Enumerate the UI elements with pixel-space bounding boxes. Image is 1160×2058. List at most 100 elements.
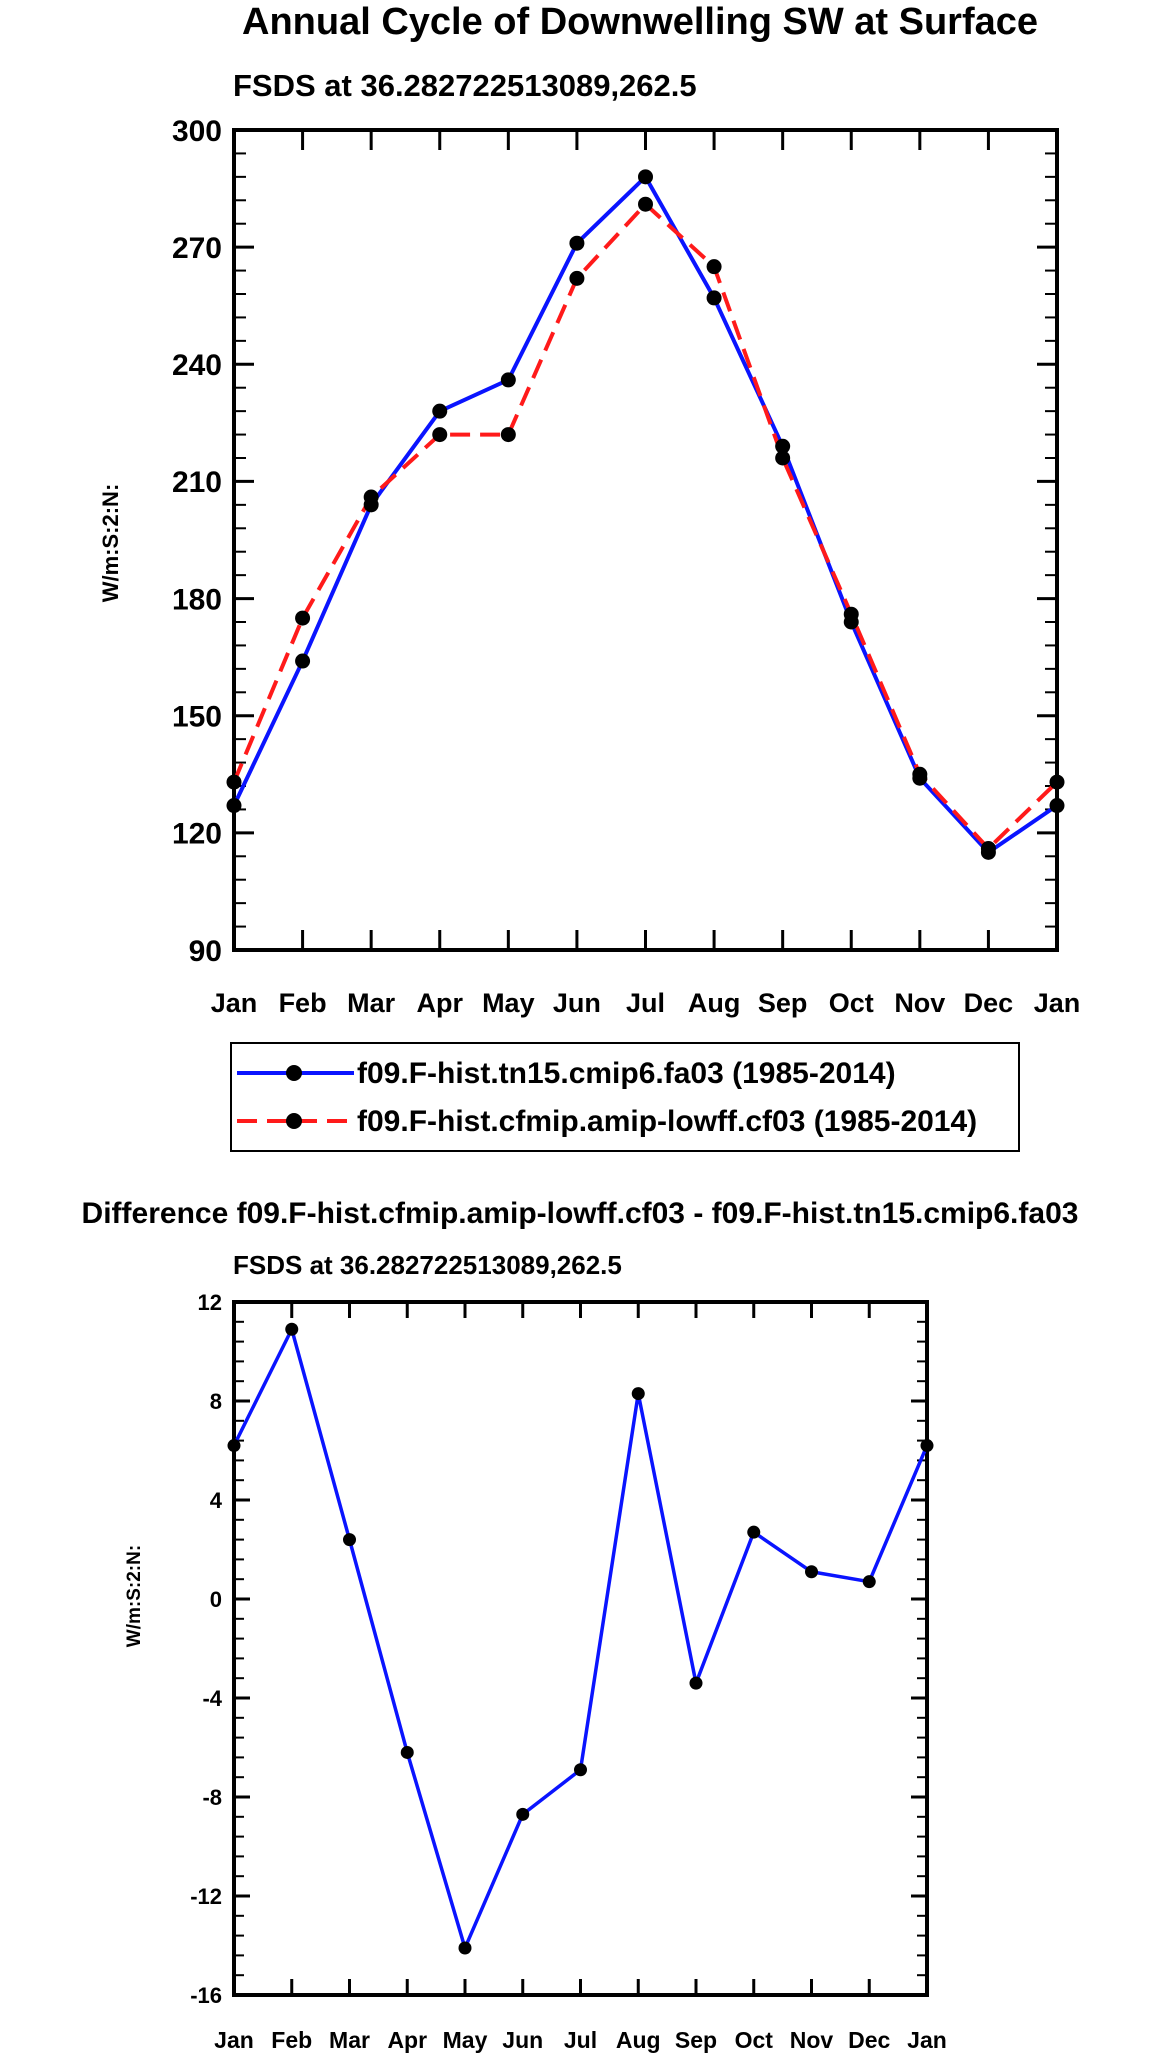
difference-chart: Difference f09.F-hist.cfmip.amip-lowff.c… (82, 1197, 1079, 2053)
x-tick-label: Nov (894, 988, 945, 1018)
series-0-point (574, 1763, 587, 1777)
x-tick-label: Dec (964, 988, 1014, 1018)
y-tick-label: 150 (172, 701, 222, 734)
y-tick-label: 240 (172, 349, 222, 382)
series-0-point (400, 1745, 414, 1759)
x-tick-label: Feb (279, 988, 327, 1018)
chart2-y-axis-label: W/m:S:2:N: (124, 1545, 145, 1647)
series-0-point (432, 403, 448, 419)
series-1-point (1049, 774, 1065, 790)
chart2-y-axis: -16 -12 -8 -4 0 4 8 12 (190, 1290, 927, 2008)
series-0-point (747, 1525, 761, 1539)
series-0-point (805, 1565, 818, 1579)
chart1-title: Annual Cycle of Downwelling SW at Surfac… (242, 1, 1038, 43)
x-tick-label: Jan (1034, 988, 1081, 1018)
x-tick-label: Apr (417, 988, 464, 1018)
series-line-0 (232, 174, 1059, 855)
series-0-point (775, 438, 791, 454)
series-0-point (295, 653, 311, 669)
y-tick-label: 180 (172, 583, 222, 616)
chart2-subtitle: FSDS at 36.282722513089,262.5 (233, 1250, 622, 1280)
x-tick-label: Mar (347, 988, 396, 1018)
series-0-point (226, 798, 242, 814)
x-tick-label: Nov (790, 2027, 834, 2053)
y-tick-label: 8 (210, 1389, 222, 1414)
series-1-point (843, 606, 859, 622)
y-tick-label: 270 (172, 232, 222, 265)
x-tick-label: Feb (271, 2027, 312, 2053)
series-1-point (295, 610, 311, 626)
series-0-point (227, 1439, 241, 1453)
x-tick-label: Dec (848, 2027, 890, 2053)
y-tick-label: 120 (172, 818, 222, 851)
chart2-plot-frame (232, 1300, 929, 1997)
series-0-point (569, 235, 585, 251)
series-1-point (500, 427, 516, 443)
chart1-series (226, 169, 1065, 860)
x-tick-label: Oct (735, 2027, 774, 2053)
chart2-series (227, 1322, 934, 1955)
series-1-point (980, 840, 996, 856)
series-0-point (516, 1807, 530, 1821)
series-1-point (706, 259, 722, 275)
chart2-x-axis: Jan Feb Mar Apr May Jun Jul Aug Sep Oct Nov Dec Jan (214, 1302, 947, 2053)
y-tick-label: 90 (189, 935, 222, 968)
legend-marker-series-b (286, 1113, 302, 1129)
x-tick-label: Jun (553, 988, 601, 1018)
x-tick-label: May (443, 2027, 488, 2053)
series-1-point (569, 270, 585, 286)
x-tick-label: Apr (387, 2027, 427, 2053)
chart1-x-axis: Jan Feb Mar Apr May Jun Jul Aug Sep Oct Nov Dec Jan (211, 130, 1081, 1018)
chart2-title: Difference f09.F-hist.cfmip.amip-lowff.c… (82, 1197, 1079, 1230)
x-tick-label: Jul (626, 988, 665, 1018)
y-tick-label: 210 (172, 466, 222, 499)
x-tick-label: Aug (616, 2027, 661, 2053)
y-tick-label: 12 (198, 1290, 222, 1315)
series-0-point (500, 372, 516, 388)
series-0-point (1049, 798, 1065, 814)
x-tick-label: Jun (502, 2027, 543, 2053)
series-0-point (458, 1941, 472, 1955)
legend-label-series-a: f09.F-hist.tn15.cmip6.fa03 (1985-2014) (357, 1057, 896, 1090)
y-tick-label: 300 (172, 115, 222, 148)
x-tick-label: Jul (564, 2027, 597, 2053)
series-1-point (432, 427, 448, 443)
x-tick-label: Jan (214, 2027, 254, 2053)
chart1-subtitle: FSDS at 36.282722513089,262.5 (233, 68, 697, 103)
x-tick-label: Oct (829, 988, 874, 1018)
series-0-point (920, 1439, 934, 1453)
series-line-1 (232, 202, 1059, 851)
legend-marker-series-a (286, 1065, 302, 1081)
series-1-point (226, 774, 242, 790)
chart1-y-axis: 90 120 150 180 210 240 270 300 (172, 115, 1057, 968)
x-tick-label: May (482, 988, 535, 1018)
series-0-point (862, 1575, 876, 1589)
y-tick-label: 4 (210, 1488, 223, 1513)
series-0-point (689, 1676, 703, 1690)
x-tick-label: Jan (907, 2027, 947, 2053)
x-tick-label: Sep (758, 988, 808, 1018)
x-tick-label: Aug (688, 988, 740, 1018)
annual-cycle-chart: Annual Cycle of Downwelling SW at Surfac… (98, 1, 1081, 1152)
series-0-point (638, 169, 653, 185)
series-0-point (285, 1322, 299, 1336)
series-1-point (775, 450, 791, 466)
series-line-0 (232, 1327, 929, 1950)
series-0-point (343, 1533, 356, 1547)
series-0-point (706, 290, 722, 306)
y-tick-label: -12 (190, 1884, 222, 1909)
x-tick-label: Sep (675, 2027, 717, 2053)
chart1-legend: f09.F-hist.tn15.cmip6.fa03 (1985-2014) f… (230, 1042, 1020, 1152)
chart1-y-axis-label: W/m:S:2:N: (98, 484, 123, 603)
series-1-point (638, 196, 653, 212)
y-tick-label: -16 (190, 1983, 222, 2008)
legend-label-series-b: f09.F-hist.cfmip.amip-lowff.cf03 (1985-2… (357, 1105, 977, 1138)
series-0-point (631, 1387, 645, 1401)
y-tick-label: 0 (210, 1587, 222, 1612)
series-1-point (363, 489, 379, 505)
y-tick-label: -8 (202, 1785, 222, 1810)
legend-box (230, 1042, 1020, 1152)
x-tick-label: Jan (211, 988, 258, 1018)
y-tick-label: -4 (202, 1686, 222, 1711)
